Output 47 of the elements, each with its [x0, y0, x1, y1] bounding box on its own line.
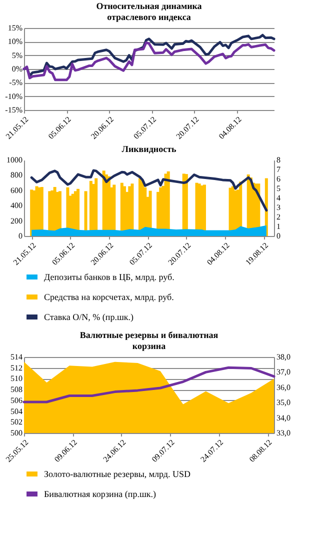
y2-tick-label: 8 — [276, 156, 280, 164]
y-tick-label: 502 — [10, 418, 22, 427]
y-tick-label: -10% — [5, 92, 23, 101]
y-tick-label: 504 — [10, 406, 22, 416]
y-tick-label: 200 — [10, 216, 22, 226]
y-tick-label: 506 — [10, 396, 22, 405]
y-tick-label: 508 — [10, 385, 22, 394]
y2-tick-label: 3 — [276, 203, 280, 212]
y-tick-label: 0% — [12, 64, 23, 74]
y-tick-label: 1000 — [6, 156, 22, 164]
y2-tick-label: 38,0 — [276, 352, 290, 362]
y2-tick-label: 0 — [276, 232, 280, 240]
line-series — [22, 366, 276, 404]
y-tick-label: -5% — [9, 78, 23, 88]
y2-tick-label: 2 — [276, 212, 280, 222]
y-tick-label: 600 — [10, 186, 22, 195]
y2-tick-label: 6 — [276, 174, 280, 184]
y-tick-label: 510 — [10, 374, 22, 384]
y-tick-label: 500 — [10, 428, 22, 438]
legend-label: Золото-валютные резервы, млрд. USD — [44, 469, 192, 479]
y2-tick-label: 37,0 — [276, 368, 290, 377]
y2-tick-label: 35,0 — [276, 398, 290, 408]
y-tick-label: 15% — [8, 24, 23, 32]
legend-label: Депозиты банков в ЦБ, млрд. руб. — [44, 272, 174, 282]
y2-tick-label: 33,0 — [276, 428, 290, 438]
y2-tick-label: 1 — [276, 222, 280, 231]
line-series — [22, 41, 276, 82]
y-tick-label: 800 — [10, 170, 22, 180]
y2-tick-label: 34,0 — [276, 413, 290, 422]
chart-title: Относительная динамика отраслевого индекса — [96, 1, 202, 22]
y-tick-label: 10% — [8, 37, 23, 46]
y2-tick-label: 7 — [276, 165, 280, 174]
y-tick-label: 514 — [10, 352, 22, 362]
chart-title: Ликвидность — [122, 144, 177, 154]
y-tick-label: 512 — [10, 363, 22, 372]
y-tick-label: 400 — [10, 201, 22, 210]
legend-label: Ставка O/N, % (пр.шк.) — [44, 312, 134, 322]
y2-tick-label: 36,0 — [276, 382, 290, 392]
y2-tick-label: 4 — [276, 194, 280, 202]
legend-label: Бивалютная корзина (пр.шк.) — [44, 489, 156, 499]
y-tick-label: 5% — [12, 50, 23, 60]
y-tick-label: -15% — [5, 106, 23, 114]
y2-tick-label: 5 — [276, 184, 280, 193]
chart-title: Валютные резервы и бивалютная корзина — [80, 330, 218, 351]
line-series — [30, 169, 268, 212]
legend-label: Средства на корсчетах, млрд. руб. — [44, 292, 174, 302]
y-tick-label: 0 — [18, 232, 22, 240]
